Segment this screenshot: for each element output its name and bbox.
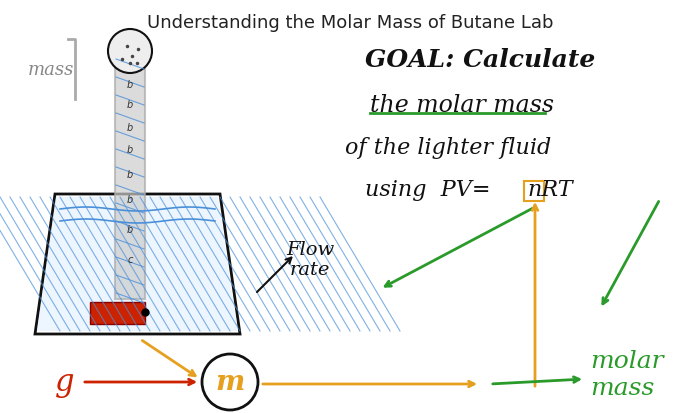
Text: b: b bbox=[127, 195, 133, 204]
Text: b: b bbox=[127, 123, 133, 133]
Text: m: m bbox=[216, 369, 245, 396]
Bar bbox=[90, 302, 145, 324]
Text: b: b bbox=[127, 170, 133, 180]
Text: mass: mass bbox=[28, 61, 74, 79]
Text: b: b bbox=[127, 145, 133, 154]
Text: g: g bbox=[55, 367, 75, 398]
Circle shape bbox=[202, 354, 258, 410]
Text: b: b bbox=[127, 100, 133, 110]
Text: Understanding the Molar Mass of Butane Lab: Understanding the Molar Mass of Butane L… bbox=[147, 14, 553, 32]
Bar bbox=[115, 50, 145, 299]
Text: molar
mass: molar mass bbox=[590, 349, 664, 399]
Text: nRT: nRT bbox=[527, 178, 573, 201]
Text: GOAL: Calculate: GOAL: Calculate bbox=[365, 48, 595, 72]
Polygon shape bbox=[37, 197, 238, 331]
Text: the molar mass: the molar mass bbox=[370, 93, 554, 116]
Circle shape bbox=[108, 30, 152, 74]
Bar bbox=[524, 182, 544, 202]
Text: c: c bbox=[127, 254, 133, 264]
Text: Flow
rate: Flow rate bbox=[286, 240, 334, 279]
Text: b: b bbox=[127, 224, 133, 235]
Text: of the lighter fluid: of the lighter fluid bbox=[345, 137, 552, 159]
Text: using  PV=: using PV= bbox=[365, 178, 491, 201]
Text: b: b bbox=[127, 80, 133, 90]
